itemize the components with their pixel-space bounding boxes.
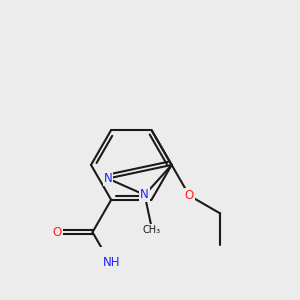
Text: CH₃: CH₃	[143, 225, 161, 235]
Text: N: N	[103, 172, 112, 185]
Text: O: O	[52, 226, 62, 239]
Text: N: N	[140, 188, 149, 201]
Text: O: O	[185, 189, 194, 202]
Text: NH: NH	[102, 256, 120, 269]
